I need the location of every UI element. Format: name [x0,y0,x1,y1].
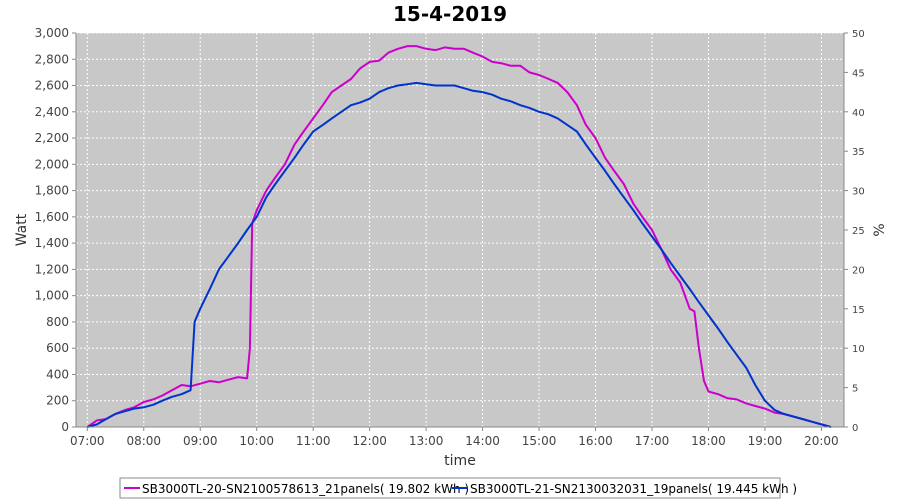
x-tick-label: 12:00 [352,434,387,448]
y2-tick-label: 15 [852,305,865,316]
y2-tick-label: 20 [852,265,865,276]
x-tick-label: 20:00 [804,434,839,448]
y2-tick-label: 40 [852,108,865,119]
y-tick-label: 2,600 [35,79,69,93]
y-axis-left: 0 200 400 600 800 1,000 1,200 1,400 1,600 1,800 2,… [35,26,77,434]
y2-tick-label: 0 [852,423,858,434]
y-tick-label: 1,800 [35,184,69,198]
y-tick-label: 1,400 [35,236,69,250]
y2-tick-label: 10 [852,344,865,355]
series-line-1 [87,81,832,428]
y-tick-label: 400 [46,367,69,381]
x-tick-label: 07:00 [70,434,105,448]
x-tick-label: 08:00 [126,434,161,448]
x-tick-label: 19:00 [748,434,783,448]
y-tick-label: 1,200 [35,262,69,276]
x-tick-label: 13:00 [409,434,444,448]
series-line-0 [86,45,832,428]
legend-entry-1: SB3000TL-21-SN2130032031_19panels( 19.44… [470,482,797,496]
y2-tick-label: 25 [852,226,865,237]
y-tick-label: 200 [46,394,69,408]
x-tick-label: 18:00 [691,434,726,448]
gridlines [76,32,844,428]
y2-tick-label: 35 [852,147,865,158]
x-axis-label: time [444,453,476,469]
y2-tick-label: 30 [852,187,865,198]
x-tick-label: 16:00 [578,434,613,448]
series-lines [86,45,832,428]
y2-tick-label: 50 [852,29,865,40]
x-tick-label: 15:00 [522,434,557,448]
y-tick-label: 2,200 [35,131,69,145]
y-tick-label: 0 [61,420,69,434]
y-tick-label: 1,000 [35,289,69,303]
y-axis-label: Watt [14,213,30,246]
x-tick-label: 09:00 [183,434,218,448]
y-tick-label: 600 [46,341,69,355]
plot-area [76,33,844,427]
x-axis: 07:00 08:00 09:00 10:00 11:00 12:00 13:00 14:00… [70,426,844,448]
y-axis-right: 0 5 10 15 20 25 30 35 40 45 50 [843,29,865,434]
x-tick-label: 17:00 [635,434,670,448]
y-tick-label: 2,800 [35,52,69,66]
x-tick-label: 10:00 [239,434,274,448]
x-tick-label: 14:00 [465,434,500,448]
y2-axis-label: % [872,223,888,236]
y-tick-label: 2,000 [35,157,69,171]
legend: SB3000TL-20-SN2100578613_21panels( 19.80… [119,477,797,499]
y-tick-label: 2,400 [35,105,69,119]
y-tick-label: 3,000 [35,26,69,40]
y-tick-label: 1,600 [35,210,69,224]
y2-tick-label: 5 [852,384,858,395]
x-tick-label: 11:00 [296,434,331,448]
chart-title: 15-4-2019 [393,2,507,26]
y-tick-label: 800 [46,315,69,329]
legend-box [119,477,781,499]
legend-entry-0: SB3000TL-20-SN2100578613_21panels( 19.80… [142,482,469,496]
y2-tick-label: 45 [852,68,865,79]
